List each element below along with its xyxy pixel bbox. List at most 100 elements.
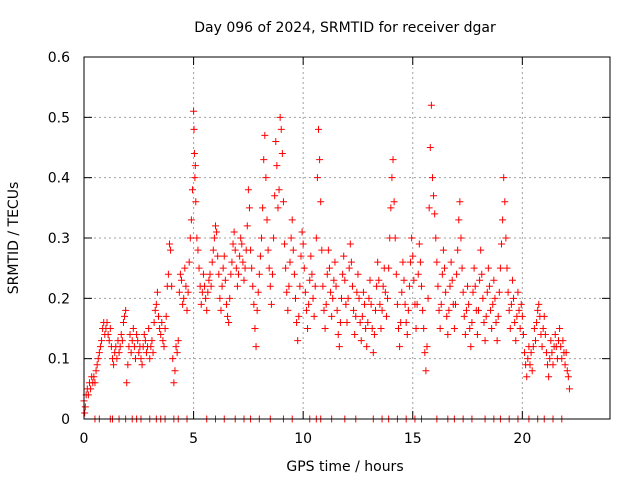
data-point [245,204,253,212]
data-point [344,294,352,302]
data-point [202,294,210,302]
data-point [169,355,177,363]
data-point [309,294,317,302]
data-point [338,294,346,302]
data-point [98,337,106,345]
chart-title: Day 096 of 2024, SRMTID for receiver dga… [194,20,496,36]
data-point [152,300,160,308]
data-point [426,144,434,151]
data-point [377,325,385,332]
data-point [441,264,449,272]
data-point [493,337,501,345]
data-point [302,306,310,314]
data-point [87,385,95,393]
data-point [351,331,359,339]
data-point [548,349,556,357]
data-point [191,174,199,182]
data-point [313,174,321,182]
data-point [298,228,306,236]
data-point [106,325,114,332]
data-point [501,198,509,206]
data-point [370,331,378,339]
data-point [227,270,235,278]
data-point [159,337,167,345]
data-point [305,300,313,308]
data-point [437,300,445,308]
data-point [439,246,447,254]
data-point [502,234,510,242]
data-point [558,355,566,363]
data-point [92,367,100,375]
data-point [549,361,557,369]
data-point [504,288,512,296]
data-point [431,210,439,218]
data-point [518,312,526,320]
data-point [194,246,202,254]
data-point [352,312,360,320]
data-point [444,331,452,339]
data-point [490,276,498,284]
data-point [199,270,207,278]
data-point [527,349,535,357]
data-point [378,306,386,314]
data-point [390,198,398,206]
data-point [447,258,455,266]
data-point [414,270,422,278]
data-point [511,318,519,326]
data-point [204,288,212,296]
data-point [412,325,420,332]
data-point [272,137,280,145]
data-point [278,150,286,158]
data-point [457,234,465,242]
data-point [446,282,454,290]
data-point [514,288,522,296]
data-point [359,288,367,296]
data-point [147,343,155,351]
data-point [175,288,183,296]
data-point [512,337,520,345]
data-point [266,282,274,290]
data-point [264,246,272,254]
data-point [445,306,453,314]
data-point [375,276,383,284]
data-point [158,318,166,326]
data-point [530,325,538,332]
data-point [385,264,393,272]
data-point [271,192,279,200]
y-tick-label: 0.4 [48,171,70,187]
data-point [119,318,127,326]
data-point [333,306,341,314]
data-point [539,325,547,332]
data-point [388,174,396,182]
data-point [311,282,319,290]
data-point [256,252,264,260]
data-point [316,156,324,164]
data-point [310,312,318,320]
data-point [436,325,444,332]
data-point [190,125,198,133]
data-point [467,343,475,351]
data-point [249,282,257,290]
data-point [434,282,442,290]
data-point [251,325,259,332]
data-point [355,294,363,302]
data-point [141,337,149,345]
data-point [547,337,555,345]
data-point [478,270,486,278]
data-point [494,312,502,320]
data-point [510,294,518,302]
x-tick-label: 20 [513,431,531,447]
data-point [217,306,225,314]
data-point [179,300,187,308]
data-point [241,264,249,272]
data-point [220,252,228,260]
data-point [265,264,273,272]
data-point [129,325,137,332]
data-point [498,240,506,248]
data-point [450,325,458,332]
data-point [270,234,278,242]
data-point [181,264,189,272]
data-point [290,270,298,278]
data-point [410,276,418,284]
data-point [219,264,227,272]
